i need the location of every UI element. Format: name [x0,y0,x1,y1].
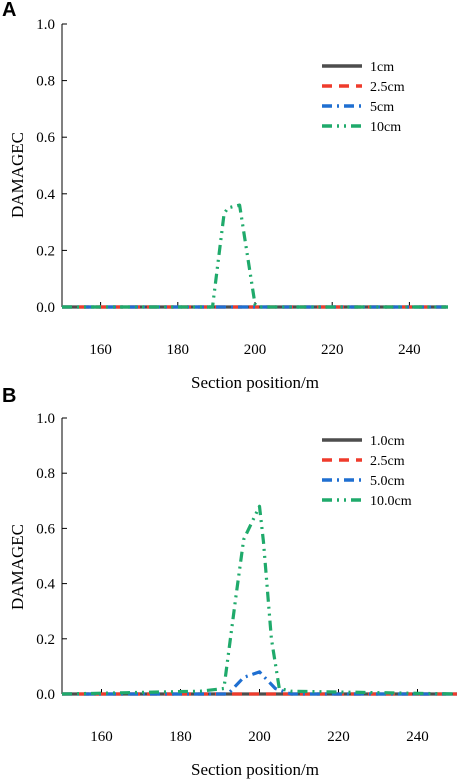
x-tick-label: 220 [327,729,350,745]
x-tick-label: 160 [89,342,112,358]
y-tick-label: 0.6 [36,130,55,146]
panel-letter-b: B [2,385,16,407]
y-tick-label: 0.8 [36,466,55,482]
y-tick-label: 0.0 [36,687,55,703]
x-tick-label: 200 [248,729,271,745]
y-tick-label: 1.0 [36,411,55,427]
y-tick-label: 0.6 [36,521,55,537]
x-tick-label: 240 [406,729,429,745]
y-axis-title-a: DAMAGEC [8,132,27,218]
x-axis-title-a: Section position/m [191,373,319,392]
legend-label: 10.0cm [370,494,412,509]
legend-label: 1.0cm [370,434,405,449]
x-tick-label: 180 [167,342,190,358]
x-tick-label: 240 [398,342,421,358]
panel-b: B 0.0 0.2 0.4 0.6 0.8 1.0 160 180 200 220 240 1.0cm… [2,385,457,779]
legend-label: 10cm [370,120,401,135]
panel-a: A 0.0 0.2 0.4 0.6 0.8 1.0 160 180 200 220 240 1cm 2.… [2,0,448,392]
x-tick-label: 180 [169,729,192,745]
y-tick-label: 0.0 [36,300,55,316]
x-tick-label: 220 [321,342,344,358]
x-tick-label: 160 [90,729,113,745]
x-tick-label: 200 [244,342,267,358]
y-tick-label: 1.0 [36,17,55,33]
legend-label: 2.5cm [370,454,405,469]
plot-area-a: 0.0 0.2 0.4 0.6 0.8 1.0 160 180 200 220 240 1cm 2.5c… [36,17,448,358]
legend-label: 5cm [370,100,394,115]
y-axis-title-b: DAMAGEC [8,524,27,610]
y-tick-label: 0.8 [36,74,55,90]
x-axis-title-b: Section position/m [191,760,319,779]
plot-area-b: 0.0 0.2 0.4 0.6 0.8 1.0 160 180 200 220 240 1.0cm 2.… [36,411,457,745]
y-tick-label: 0.2 [36,632,55,648]
series-line-5.0cm [62,670,457,696]
legend-label: 2.5cm [370,80,405,95]
y-tick-label: 0.2 [36,243,55,259]
legend-label: 1cm [370,60,394,75]
legend-label: 5.0cm [370,474,405,489]
y-tick-label: 0.4 [36,187,55,203]
panel-letter-a: A [2,0,16,21]
y-tick-label: 0.4 [36,577,55,593]
series-line-10cm [62,203,448,309]
series-line-10.0cm [61,504,457,696]
